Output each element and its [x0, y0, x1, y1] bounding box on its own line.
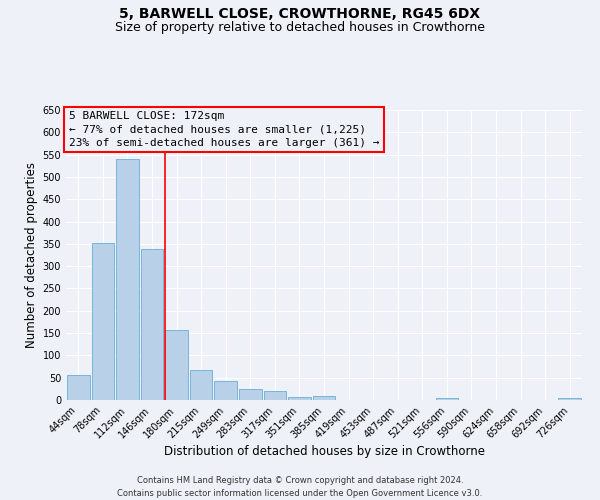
Text: Size of property relative to detached houses in Crowthorne: Size of property relative to detached ho…: [115, 21, 485, 34]
Bar: [263, 391, 286, 400]
Bar: [436, 398, 458, 400]
Bar: [116, 159, 139, 400]
Bar: [559, 398, 581, 400]
Bar: [92, 242, 114, 400]
Bar: [214, 382, 237, 400]
Bar: [140, 249, 163, 400]
Bar: [313, 396, 335, 400]
Bar: [239, 389, 262, 400]
Text: Contains HM Land Registry data © Crown copyright and database right 2024.
Contai: Contains HM Land Registry data © Crown c…: [118, 476, 482, 498]
Bar: [190, 370, 212, 400]
Bar: [67, 374, 89, 400]
Bar: [288, 397, 311, 400]
Y-axis label: Number of detached properties: Number of detached properties: [25, 162, 38, 348]
Text: 5 BARWELL CLOSE: 172sqm
← 77% of detached houses are smaller (1,225)
23% of semi: 5 BARWELL CLOSE: 172sqm ← 77% of detache…: [68, 112, 379, 148]
Bar: [165, 330, 188, 400]
X-axis label: Distribution of detached houses by size in Crowthorne: Distribution of detached houses by size …: [163, 446, 485, 458]
Text: 5, BARWELL CLOSE, CROWTHORNE, RG45 6DX: 5, BARWELL CLOSE, CROWTHORNE, RG45 6DX: [119, 8, 481, 22]
